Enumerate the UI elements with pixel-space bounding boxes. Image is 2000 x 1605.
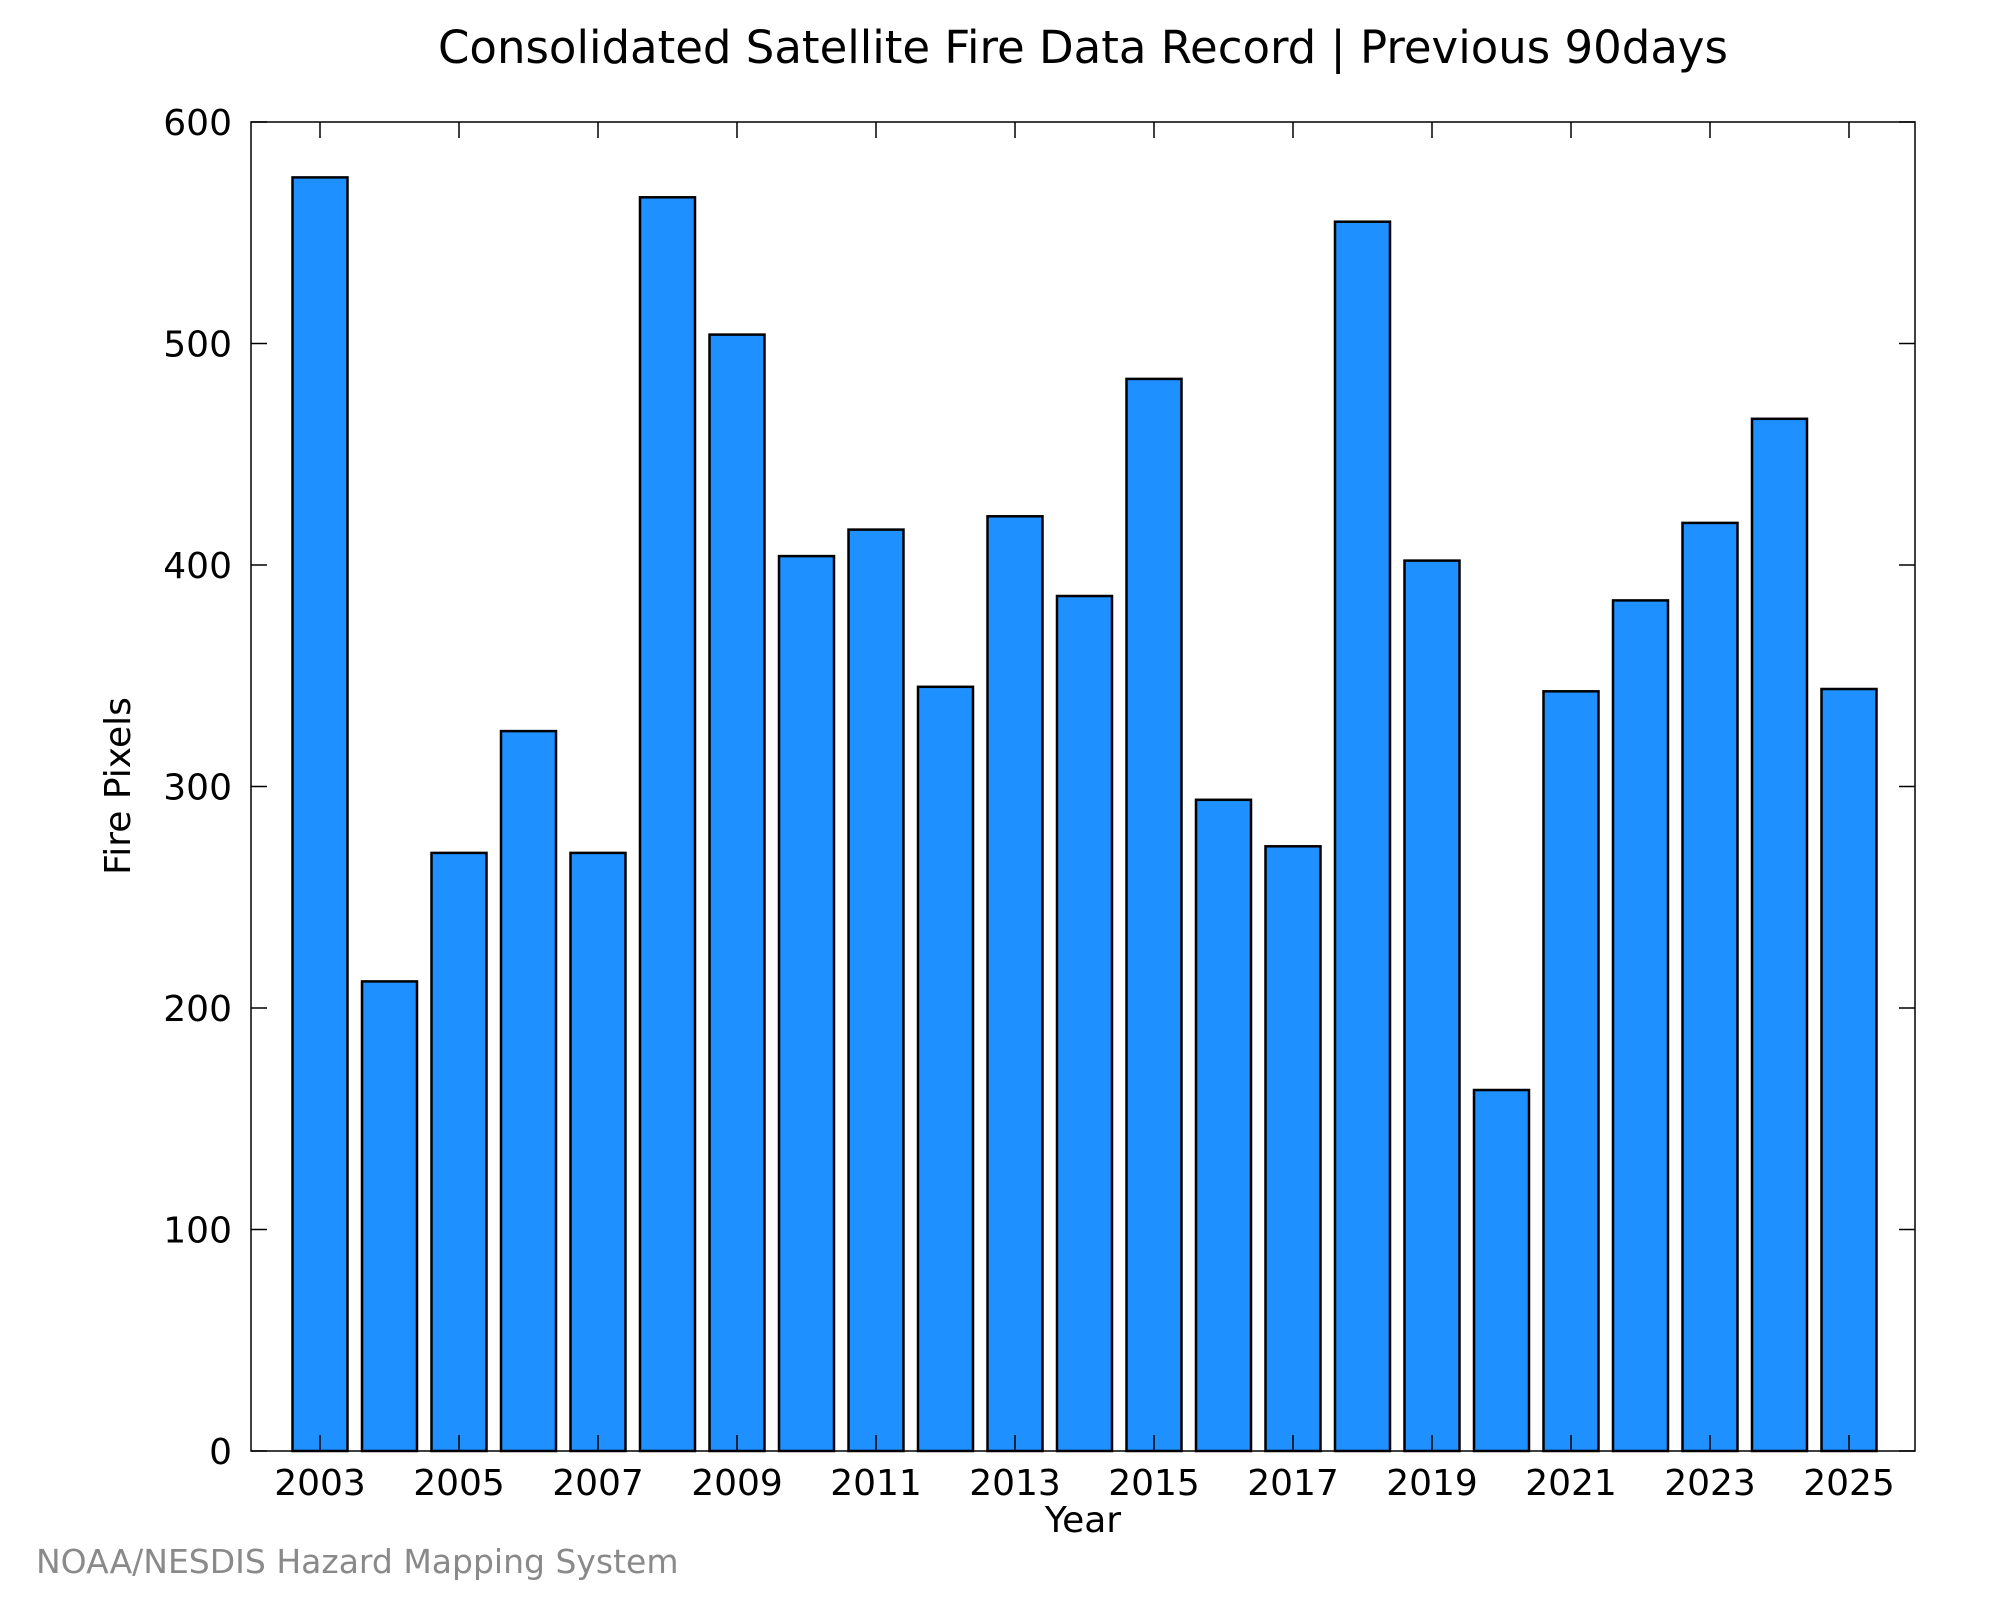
bar-2019 [1403,559,1461,1453]
y-tick-label: 400 [163,546,232,587]
x-tick-label: 2025 [1803,1463,1895,1504]
x-tick-label: 2009 [691,1463,783,1504]
axis-ticks: 0 100 200 300 400 500 600 2003 2005 2007 2009 2011 2… [163,103,1915,1504]
bar-2017 [1264,845,1322,1453]
bar-2018 [1333,220,1392,1453]
y-tick-label: 300 [163,768,232,809]
bars-layer [291,176,1878,1453]
chart-title: Consolidated Satellite Fire Data Record … [438,21,1728,74]
y-tick-label: 200 [163,989,232,1030]
bar-2015 [1125,377,1183,1453]
bar-2016 [1194,798,1253,1453]
plot-frame [250,121,1916,1452]
x-tick-label: 2019 [1386,1463,1478,1504]
x-tick-label: 2005 [413,1463,505,1504]
bar-2012 [916,685,975,1453]
footer-credit: NOAA/NESDIS Hazard Mapping System [36,1542,679,1581]
bar-2007 [569,851,627,1453]
bar-2025 [1820,687,1878,1453]
bar-2005 [430,851,488,1453]
bar-2023 [1681,521,1739,1453]
x-tick-label: 2015 [1108,1463,1200,1504]
x-tick-label: 2021 [1525,1463,1617,1504]
y-tick-label: 500 [163,325,232,366]
x-tick-label: 2007 [552,1463,644,1504]
bar-2009 [708,333,766,1453]
x-tick-label: 2023 [1664,1463,1756,1504]
y-tick-label: 100 [163,1211,232,1252]
bar-2006 [499,729,558,1453]
y-axis-label: Fire Pixels [98,697,139,875]
bar-2010 [777,554,836,1453]
bar-2003 [291,176,349,1453]
bar-2024 [1750,417,1809,1453]
x-axis-label: Year [1044,1500,1121,1541]
bar-2011 [847,528,905,1453]
bar-2004 [360,980,419,1453]
x-tick-label: 2011 [830,1463,922,1504]
x-tick-label: 2017 [1247,1463,1339,1504]
bar-2020 [1472,1088,1531,1453]
x-tick-label: 2003 [274,1463,366,1504]
y-tick-label: 0 [209,1432,232,1473]
bar-2021 [1542,690,1600,1453]
bar-2022 [1611,599,1670,1453]
bar-2008 [638,196,697,1453]
y-tick-label: 600 [163,103,232,144]
bar-2013 [986,515,1044,1453]
x-tick-label: 2013 [969,1463,1061,1504]
bar-2014 [1055,594,1114,1453]
